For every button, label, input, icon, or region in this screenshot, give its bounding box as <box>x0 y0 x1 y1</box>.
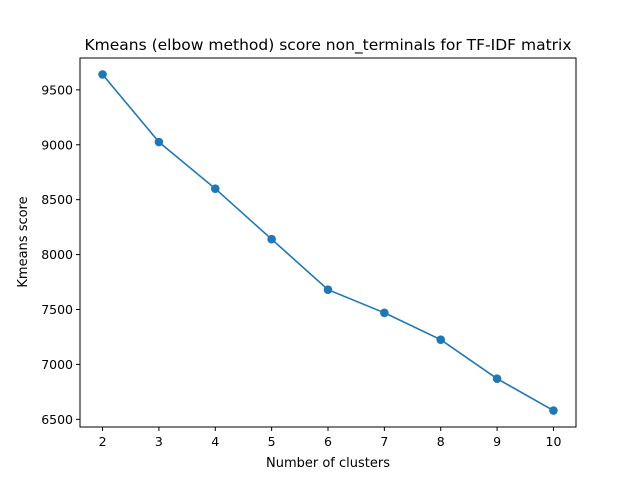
data-point <box>380 308 389 318</box>
data-point <box>267 234 276 244</box>
y-axis: 6500 7000 7500 8000 8500 9000 9500 <box>41 82 80 427</box>
x-axis-label: Number of clusters <box>266 456 390 471</box>
x-tick-label: 4 <box>211 434 219 449</box>
y-tick-label: 7000 <box>41 357 73 372</box>
x-axis: 2 3 4 5 6 7 8 9 10 <box>99 427 562 449</box>
x-tick-label: 2 <box>99 434 107 449</box>
y-tick-label: 6500 <box>41 412 73 427</box>
y-tick-label: 9000 <box>41 137 73 152</box>
data-point <box>549 406 558 415</box>
x-tick-label: 9 <box>493 434 501 449</box>
data-point <box>154 137 164 147</box>
plot-frame <box>79 57 577 428</box>
x-tick-label: 5 <box>268 434 276 449</box>
plot-area <box>79 57 577 428</box>
y-tick-label: 8000 <box>41 247 73 262</box>
y-tick-label: 9500 <box>41 82 73 97</box>
y-tick-label: 7500 <box>41 302 73 317</box>
y-tick-label: 8500 <box>41 192 73 207</box>
y-axis-label: Kmeans score <box>16 196 31 287</box>
data-point <box>492 374 502 383</box>
data-point <box>98 70 107 79</box>
series-line <box>101 73 554 412</box>
series-layer <box>98 70 558 415</box>
data-point <box>436 335 446 344</box>
data-point <box>210 184 220 193</box>
x-tick-label: 3 <box>155 434 163 449</box>
chart-title: Kmeans (elbow method) score non_terminal… <box>84 36 571 55</box>
x-tick-label: 6 <box>324 434 332 449</box>
data-point <box>323 285 333 295</box>
x-tick-label: 8 <box>437 434 445 449</box>
x-tick-label: 10 <box>546 434 562 449</box>
x-tick-label: 7 <box>380 434 388 449</box>
